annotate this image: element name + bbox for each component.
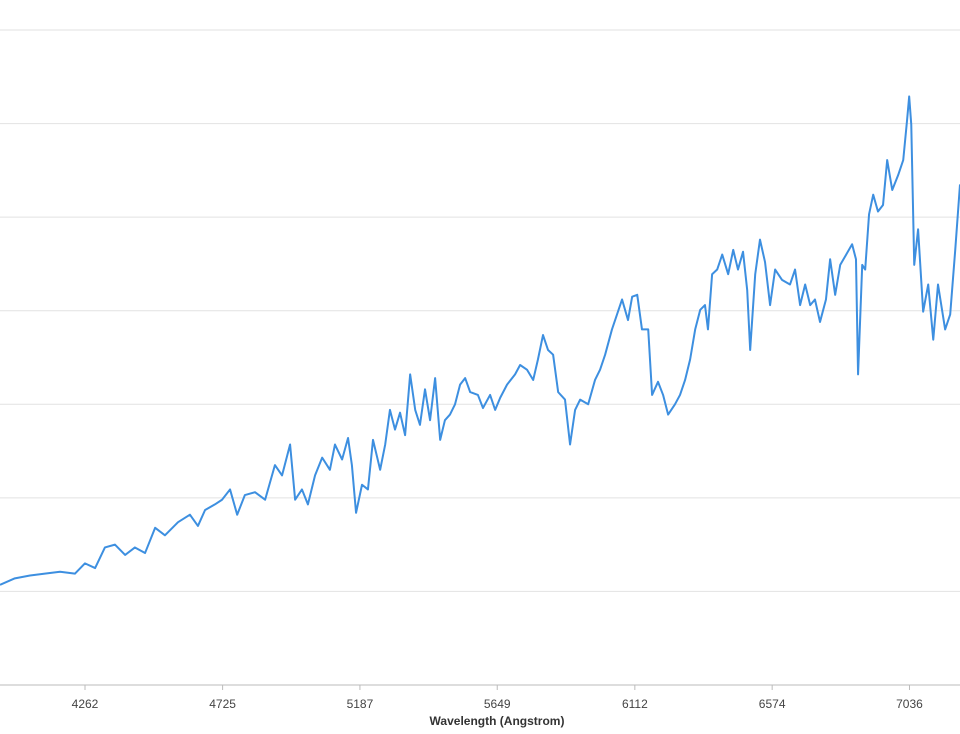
- x-tick-label: 6574: [759, 697, 786, 711]
- x-tick-label: 5649: [484, 697, 511, 711]
- x-tick-label: 4262: [72, 697, 99, 711]
- x-tick-label: 4725: [209, 697, 236, 711]
- x-tick-label: 7036: [896, 697, 923, 711]
- x-tick-label: 6112: [622, 697, 648, 711]
- x-tick-label: 5187: [347, 697, 374, 711]
- data-line: [0, 95, 960, 586]
- x-axis-title: Wavelength (Angstrom): [430, 714, 565, 728]
